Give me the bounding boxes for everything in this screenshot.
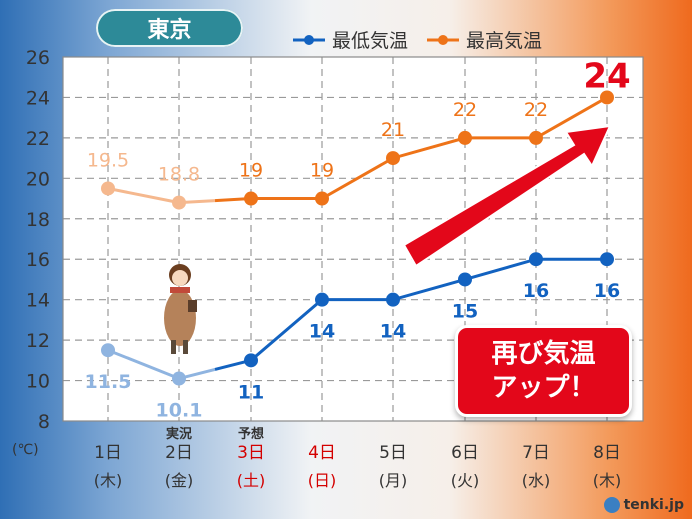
y-tick-label: 14: [26, 290, 50, 312]
min-point: [458, 272, 472, 287]
data-labels: 11.5 10.1 11 14 14 15 16 16 19.5 18.8 19 19 21 22 22 24: [85, 56, 631, 421]
min-value-label: 14: [380, 321, 406, 343]
min-point: [529, 252, 543, 267]
max-value-label: 19: [310, 160, 334, 182]
legend-min-swatch: [293, 34, 325, 45]
legend-min-label: 最低気温: [332, 30, 409, 52]
logo: tenki.jp: [603, 497, 684, 513]
y-tick-label: 16: [26, 249, 50, 271]
y-tick-label: 8: [38, 411, 50, 433]
max-value-label: 18.8: [158, 164, 200, 186]
max-point: [600, 90, 614, 105]
min-value-label: 14: [309, 321, 335, 343]
max-value-label: 19: [239, 160, 263, 182]
x-tick-note: 予想: [238, 426, 264, 442]
max-point: [529, 130, 543, 145]
x-tick-day: 8日: [593, 443, 621, 463]
y-tick-label: 24: [26, 87, 50, 109]
city-badge: 東京: [96, 9, 243, 47]
x-tick-day: 3日: [237, 443, 265, 463]
max-point: [101, 181, 115, 196]
legend-max-label: 最高気温: [466, 30, 543, 52]
min-actual-line: [107, 348, 180, 380]
x-tick-weekday: (日): [308, 471, 337, 490]
max-forecast-line: [251, 96, 608, 201]
y-tick-label: 12: [26, 330, 50, 352]
max-point: [315, 191, 329, 206]
y-tick-label: 18: [26, 209, 50, 231]
plot-border: [62, 56, 644, 422]
max-value-label: 22: [453, 99, 477, 121]
callout-line2: アップ！: [491, 373, 596, 403]
rising-arrow: [402, 124, 612, 268]
x-tick-day: 7日: [522, 443, 550, 463]
callout-box: 再び気温 アップ！: [455, 325, 632, 417]
x-axis: 1日 (木) 2日 (金) 実況 3日 (土) 予想 4日 (日) 5日 (月) 6日 (火) 7日 (水) 8…: [94, 426, 622, 490]
y-axis: 8 10 12 14 16 18 20 22 24 26 (℃): [12, 47, 50, 458]
x-tick-weekday: (月): [379, 471, 408, 490]
x-tick-weekday: (木): [593, 471, 622, 490]
legend-item-max: 最高気温: [426, 26, 542, 53]
x-tick-note: 実況: [166, 426, 192, 442]
y-unit-label: (℃): [12, 442, 39, 458]
max-point: [244, 191, 258, 206]
x-tick-weekday: (木): [94, 471, 123, 490]
max-actual-line: [107, 186, 180, 205]
min-value-label: 15: [452, 300, 478, 322]
x-tick-day: 6日: [451, 443, 479, 463]
min-forecast-line: [250, 257, 607, 362]
min-point: [244, 353, 258, 368]
max-value-label-highlight: 24: [583, 56, 630, 96]
x-tick-day: 4日: [308, 443, 336, 463]
y-tick-label: 10: [26, 371, 50, 393]
legend-item-min: 最低気温: [292, 26, 408, 53]
min-point: [172, 371, 186, 386]
x-tick-weekday: (水): [522, 471, 551, 490]
x-tick-day: 1日: [94, 443, 122, 463]
min-value-label: 10.1: [156, 400, 203, 422]
x-tick-day: 2日: [165, 443, 193, 463]
min-point: [101, 343, 115, 358]
min-point: [386, 292, 400, 307]
max-value-label: 19.5: [87, 149, 129, 171]
series-lines: [101, 90, 614, 386]
logo-text: tenki.jp: [623, 497, 684, 513]
y-tick-label: 26: [26, 47, 50, 69]
max-point: [458, 130, 472, 145]
logo-icon: [603, 497, 620, 513]
x-tick-weekday: (土): [237, 471, 266, 490]
max-point: [172, 195, 186, 210]
x-tick-day: 5日: [379, 443, 407, 463]
legend: 最低気温 最高気温: [292, 26, 542, 53]
x-tick-weekday: (火): [451, 471, 480, 490]
min-point: [315, 292, 329, 307]
y-tick-label: 20: [26, 168, 50, 190]
min-point: [600, 252, 614, 267]
max-value-label: 22: [524, 99, 548, 121]
y-tick-label: 22: [26, 128, 50, 150]
person-illustration: [164, 264, 197, 354]
callout-line1: 再び気温: [491, 339, 596, 369]
min-value-label: 11: [238, 381, 264, 403]
legend-max-swatch: [427, 34, 460, 45]
min-value-label: 11.5: [85, 371, 132, 393]
max-value-label: 21: [381, 119, 405, 141]
min-value-label: 16: [594, 280, 620, 302]
min-value-label: 16: [523, 280, 549, 302]
x-tick-weekday: (金): [165, 471, 194, 490]
max-point: [386, 151, 400, 166]
